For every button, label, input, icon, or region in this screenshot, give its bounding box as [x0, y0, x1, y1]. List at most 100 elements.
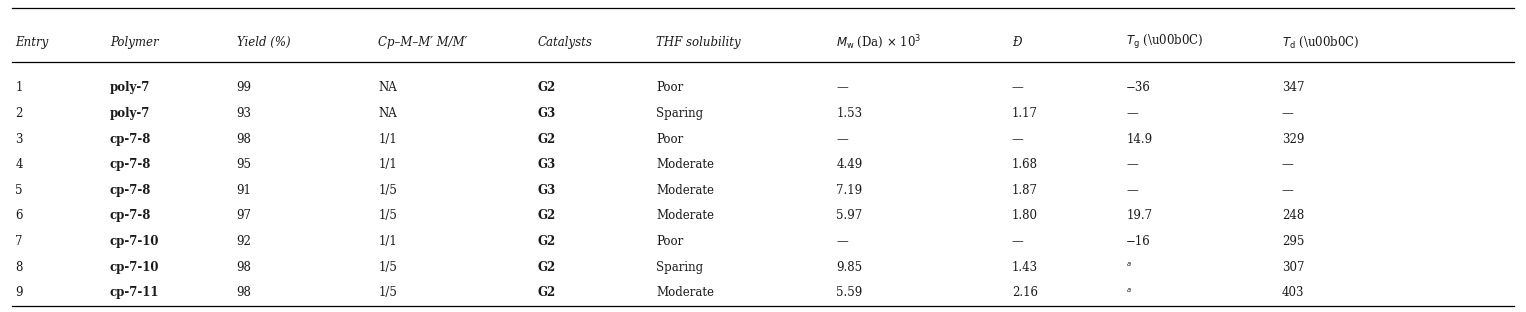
Text: 2: 2: [15, 107, 23, 120]
Text: 99: 99: [237, 81, 252, 95]
Text: —: —: [836, 81, 848, 95]
Text: 1/5: 1/5: [378, 261, 397, 274]
Text: —: —: [1126, 184, 1138, 197]
Text: —: —: [1282, 107, 1294, 120]
Text: 3: 3: [15, 133, 23, 146]
Text: 8: 8: [15, 261, 23, 274]
Text: 1.43: 1.43: [1012, 261, 1038, 274]
Text: G3: G3: [537, 107, 555, 120]
Text: 329: 329: [1282, 133, 1305, 146]
Text: 6: 6: [15, 209, 23, 222]
Text: 1.17: 1.17: [1012, 107, 1038, 120]
Text: THF solubility: THF solubility: [656, 36, 740, 49]
Text: Moderate: Moderate: [656, 158, 714, 171]
Text: 5: 5: [15, 184, 23, 197]
Text: 98: 98: [237, 261, 252, 274]
Text: 14.9: 14.9: [1126, 133, 1152, 146]
Text: G3: G3: [537, 184, 555, 197]
Text: $^{a}$: $^{a}$: [1126, 288, 1132, 297]
Text: —: —: [1282, 158, 1294, 171]
Text: Sparing: Sparing: [656, 261, 703, 274]
Text: G2: G2: [537, 261, 555, 274]
Text: cp-7-8: cp-7-8: [110, 184, 151, 197]
Text: $^{a}$: $^{a}$: [1126, 263, 1132, 271]
Text: G2: G2: [537, 235, 555, 248]
Text: cp-7-8: cp-7-8: [110, 158, 151, 171]
Text: 92: 92: [237, 235, 252, 248]
Text: —: —: [836, 133, 848, 146]
Text: 98: 98: [237, 133, 252, 146]
Text: NA: NA: [378, 107, 397, 120]
Text: NA: NA: [378, 81, 397, 95]
Text: 91: 91: [237, 184, 252, 197]
Text: —: —: [1012, 235, 1024, 248]
Text: G3: G3: [537, 158, 555, 171]
Text: 1/1: 1/1: [378, 235, 397, 248]
Text: cp-7-8: cp-7-8: [110, 209, 151, 222]
Text: G2: G2: [537, 81, 555, 95]
Text: Poor: Poor: [656, 133, 684, 146]
Text: 7.19: 7.19: [836, 184, 862, 197]
Text: cp-7-10: cp-7-10: [110, 261, 159, 274]
Text: 1: 1: [15, 81, 23, 95]
Text: 9.85: 9.85: [836, 261, 862, 274]
Text: −16: −16: [1126, 235, 1151, 248]
Text: Moderate: Moderate: [656, 286, 714, 299]
Text: Moderate: Moderate: [656, 209, 714, 222]
Text: 7: 7: [15, 235, 23, 248]
Text: —: —: [1012, 81, 1024, 95]
Text: cp-7-8: cp-7-8: [110, 133, 151, 146]
Text: $\mathit{T}_\mathrm{g}$ (\u00b0C): $\mathit{T}_\mathrm{g}$ (\u00b0C): [1126, 33, 1204, 51]
Text: G2: G2: [537, 286, 555, 299]
Text: 4.49: 4.49: [836, 158, 862, 171]
Text: 1/5: 1/5: [378, 286, 397, 299]
Text: 1/5: 1/5: [378, 209, 397, 222]
Text: Moderate: Moderate: [656, 184, 714, 197]
Text: $\mathit{M}_\mathrm{w}$ (Da) $\times$ 10$^{3}$: $\mathit{M}_\mathrm{w}$ (Da) $\times$ 10…: [836, 33, 922, 51]
Text: 1.53: 1.53: [836, 107, 862, 120]
Text: cp-7-10: cp-7-10: [110, 235, 159, 248]
Text: 1.87: 1.87: [1012, 184, 1038, 197]
Text: —: —: [836, 235, 848, 248]
Text: 2.16: 2.16: [1012, 286, 1038, 299]
Text: 403: 403: [1282, 286, 1305, 299]
Text: Poor: Poor: [656, 81, 684, 95]
Text: 95: 95: [237, 158, 252, 171]
Text: 4: 4: [15, 158, 23, 171]
Text: —: —: [1282, 184, 1294, 197]
Text: Sparing: Sparing: [656, 107, 703, 120]
Text: —: —: [1126, 158, 1138, 171]
Text: $\mathit{T}_\mathrm{d}$ (\u00b0C): $\mathit{T}_\mathrm{d}$ (\u00b0C): [1282, 35, 1360, 50]
Text: 98: 98: [237, 286, 252, 299]
Text: Poor: Poor: [656, 235, 684, 248]
Text: 295: 295: [1282, 235, 1305, 248]
Text: 9: 9: [15, 286, 23, 299]
Text: 93: 93: [237, 107, 252, 120]
Text: 5.59: 5.59: [836, 286, 862, 299]
Text: −36: −36: [1126, 81, 1151, 95]
Text: Entry: Entry: [15, 36, 49, 49]
Text: Polymer: Polymer: [110, 36, 159, 49]
Text: 1.68: 1.68: [1012, 158, 1038, 171]
Text: 347: 347: [1282, 81, 1305, 95]
Text: poly-7: poly-7: [110, 107, 150, 120]
Text: 1/1: 1/1: [378, 158, 397, 171]
Text: cp-7-11: cp-7-11: [110, 286, 159, 299]
Text: G2: G2: [537, 133, 555, 146]
Text: 1.80: 1.80: [1012, 209, 1038, 222]
Text: —: —: [1012, 133, 1024, 146]
Text: 1/5: 1/5: [378, 184, 397, 197]
Text: poly-7: poly-7: [110, 81, 150, 95]
Text: —: —: [1126, 107, 1138, 120]
Text: 97: 97: [237, 209, 252, 222]
Text: 19.7: 19.7: [1126, 209, 1152, 222]
Text: 1/1: 1/1: [378, 133, 397, 146]
Text: 248: 248: [1282, 209, 1305, 222]
Text: Yield (%): Yield (%): [237, 36, 290, 49]
Text: G2: G2: [537, 209, 555, 222]
Text: 5.97: 5.97: [836, 209, 862, 222]
Text: Cp–M–M′ M/M′: Cp–M–M′ M/M′: [378, 36, 467, 49]
Text: 307: 307: [1282, 261, 1305, 274]
Text: Catalysts: Catalysts: [537, 36, 592, 49]
Text: Đ: Đ: [1012, 36, 1021, 49]
